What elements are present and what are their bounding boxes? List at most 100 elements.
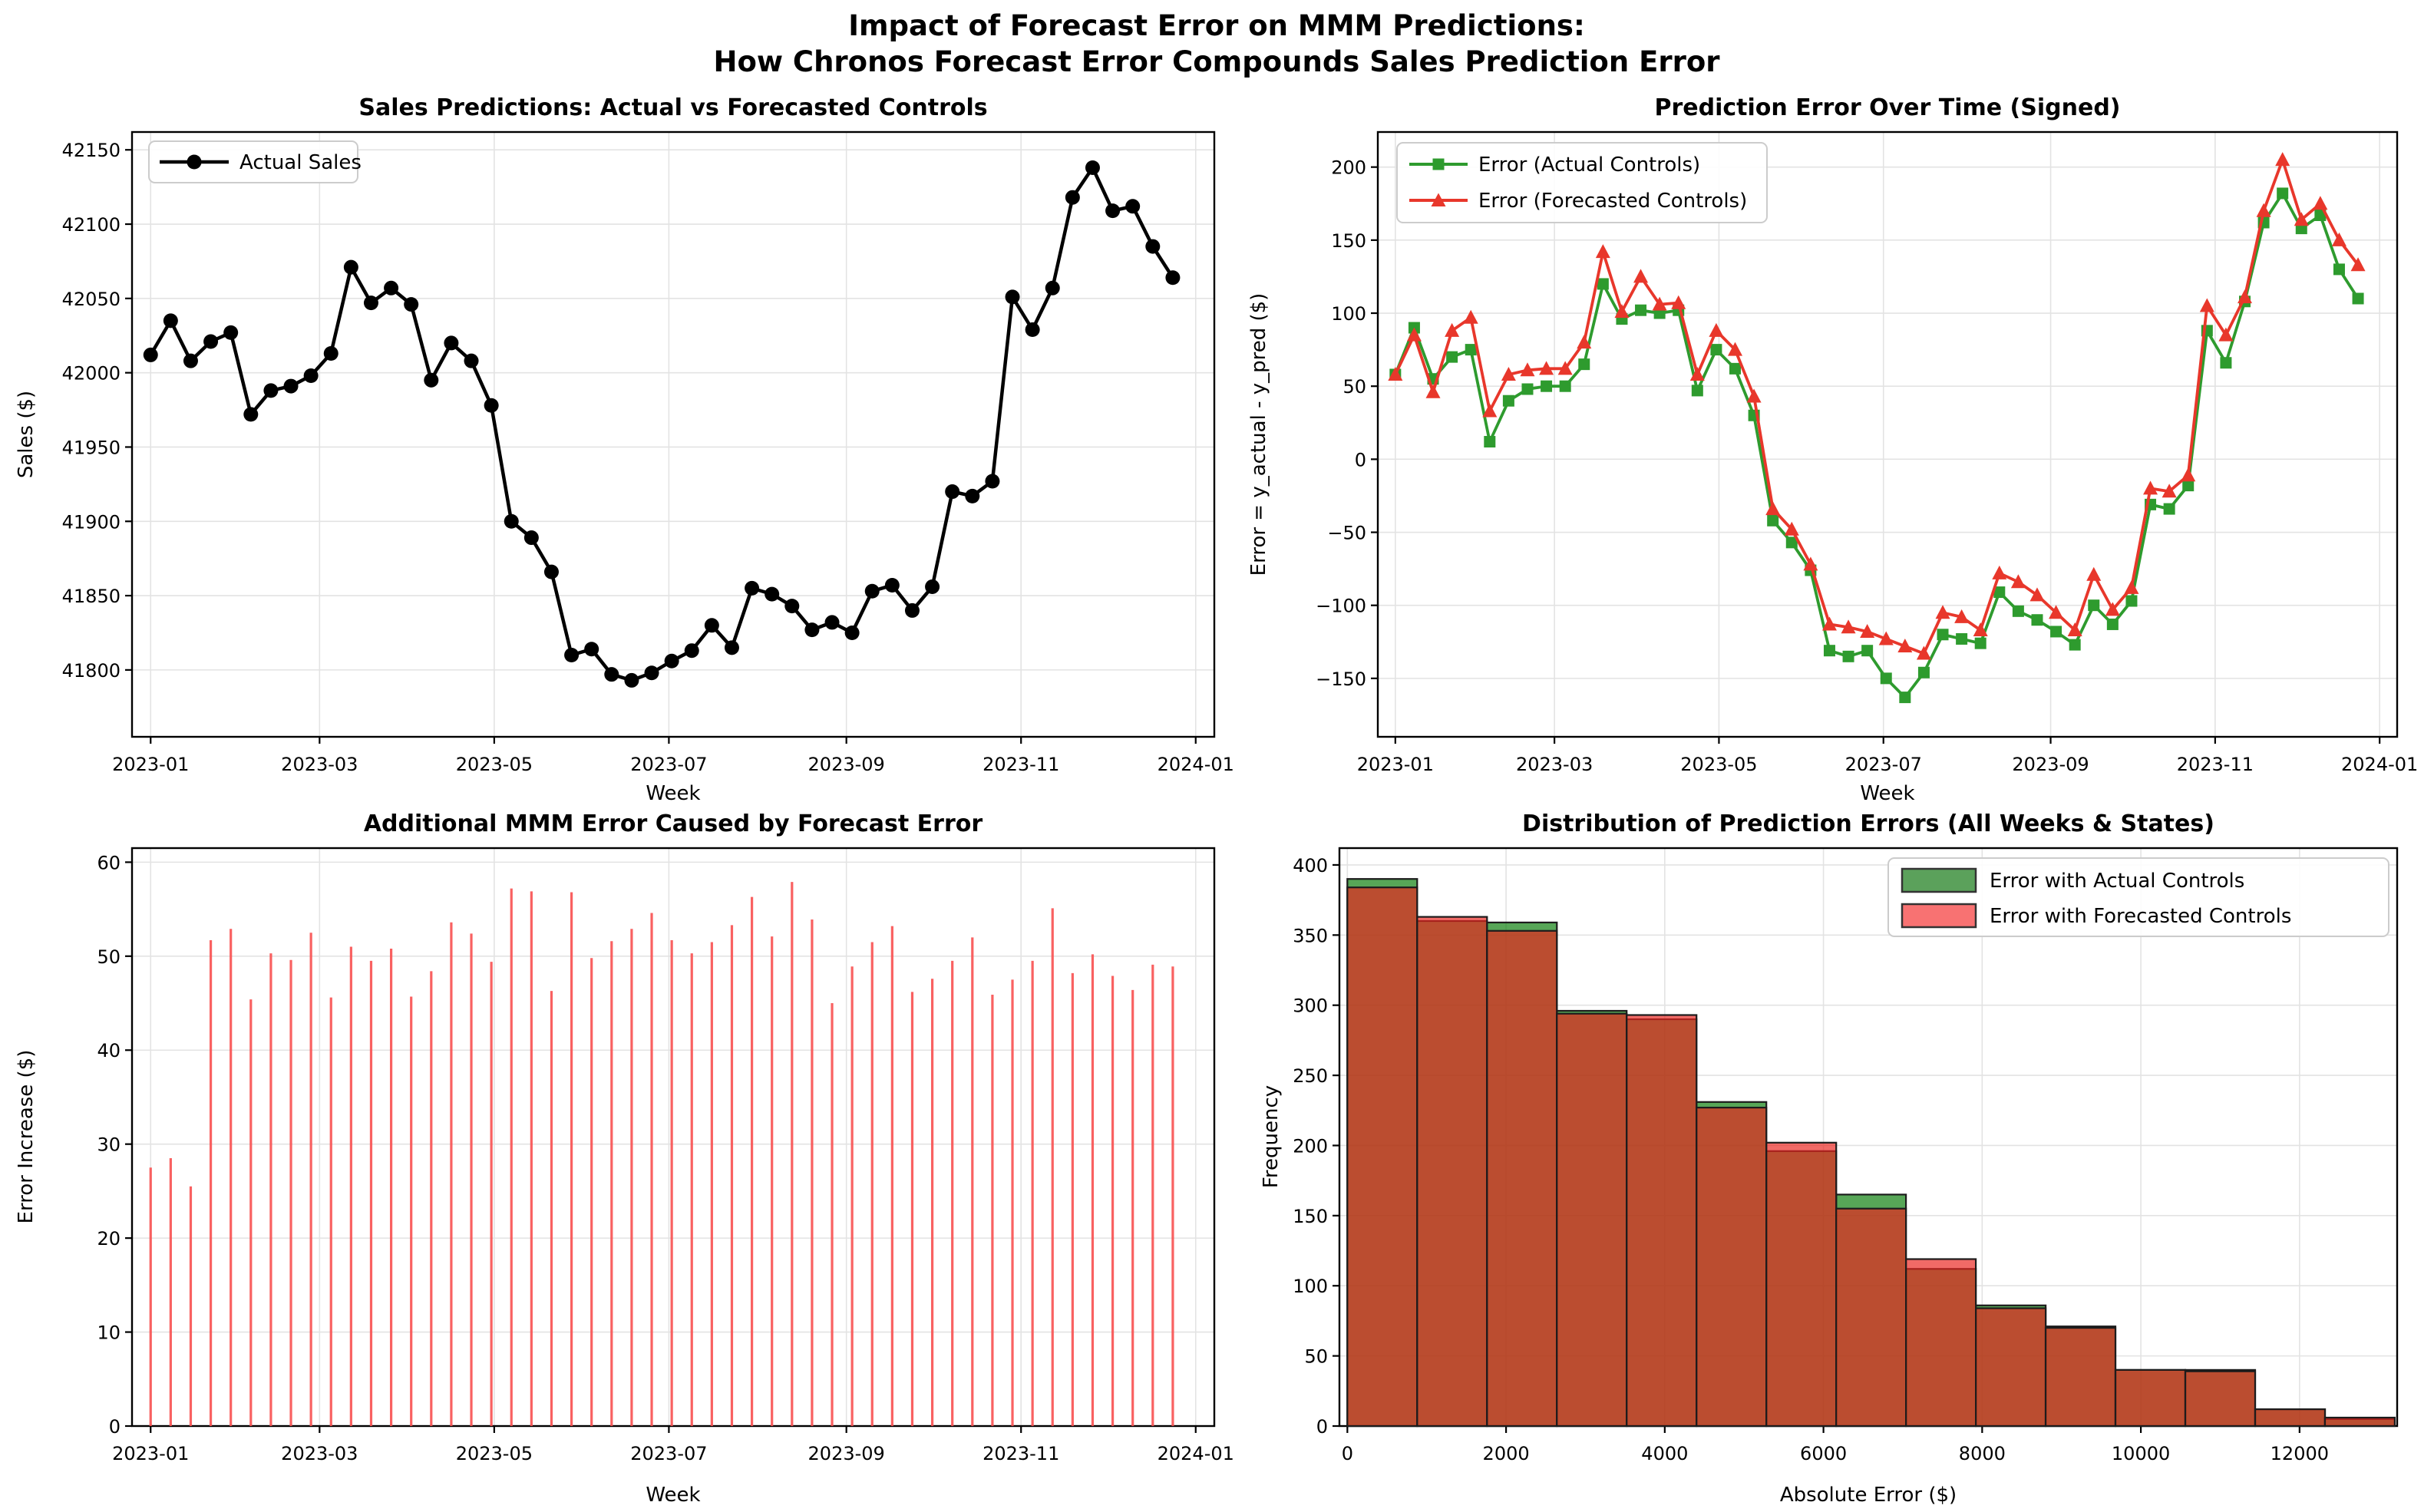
circle-marker-icon (343, 259, 358, 275)
actual-sales-line (148, 166, 1175, 682)
axes-spines (1376, 130, 2399, 738)
circle-marker-icon (1085, 160, 1100, 175)
circle-marker-icon (1105, 203, 1121, 219)
hist-bar (2323, 1416, 2396, 1428)
chart-sales-legend: Actual Sales (148, 140, 362, 183)
triangle-marker-icon (1916, 645, 1931, 660)
circle-marker-icon (704, 618, 719, 633)
square-marker-icon (1729, 362, 1742, 375)
triangle-marker-icon (1425, 384, 1441, 398)
triangle-marker-icon (1463, 309, 1478, 324)
y-tick-label: 100 (1331, 303, 1366, 325)
x-tick-label: 6000 (1800, 1443, 1847, 1464)
error-increase-stems (149, 882, 1174, 1426)
circle-marker-icon (985, 474, 1000, 489)
circle-marker-icon (584, 642, 599, 657)
triangle-marker-icon (1577, 335, 1592, 349)
hist-bar (1975, 1307, 2047, 1428)
triangle-marker-icon (1709, 322, 1724, 337)
y-tick-label: 42150 (62, 140, 121, 161)
y-tick-label: 42100 (62, 214, 121, 236)
square-marker-icon (2352, 292, 2364, 305)
circle-marker-icon (187, 154, 202, 170)
hist-bar (2184, 1370, 2257, 1428)
square-marker-icon (1502, 395, 1514, 407)
x-tick-label: 2023-11 (983, 1443, 1059, 1464)
triangle-marker-icon (2218, 327, 2234, 342)
x-tick-label: 2023-09 (808, 1443, 885, 1464)
y-tick-label: 100 (1293, 1276, 1328, 1297)
triangle-marker-icon (1501, 366, 1516, 381)
square-marker-icon (1597, 278, 1609, 290)
error-actual-controls-line (1393, 192, 2360, 699)
triangle-marker-icon (1633, 269, 1649, 283)
triangle-marker-icon (1954, 609, 1970, 623)
x-tick-label: 2023-01 (112, 754, 189, 775)
square-marker-icon (1823, 645, 1835, 657)
green-swatch-icon (1901, 867, 1977, 893)
legend-label-error-forecasted: Error (Forecasted Controls) (1478, 190, 1747, 213)
x-tick-label: 2023-05 (1680, 754, 1757, 775)
axis-ticks: 2023-01 2023-03 2023-05 2023-07 2023-09 2023-… (1316, 157, 2418, 775)
square-marker-icon (1521, 383, 1534, 395)
y-tick-label: 150 (1331, 230, 1366, 252)
legend-label-actual-sales: Actual Sales (239, 151, 362, 174)
circle-marker-icon (484, 398, 499, 413)
chart-error-increase-plot-area: 2023-01 2023-03 2023-05 2023-07 2023-09 2023-… (97, 847, 1234, 1464)
x-tick-label: 2023-09 (2012, 754, 2089, 775)
square-marker-icon (1767, 514, 1779, 527)
x-tick-label: 2024-01 (1158, 1443, 1234, 1464)
hist-bar (2254, 1408, 2327, 1428)
circle-marker-icon (945, 484, 960, 500)
x-tick-label: 2024-01 (2341, 754, 2418, 775)
triangle-marker-icon (2029, 587, 2045, 602)
circle-marker-icon (504, 513, 519, 529)
grid (132, 132, 1214, 737)
square-marker-icon (1917, 666, 1930, 678)
circle-marker-icon (684, 643, 699, 659)
square-marker-icon (2314, 209, 2327, 221)
circle-marker-icon (844, 625, 860, 640)
triangle-marker-icon (1482, 403, 1498, 418)
y-tick-label: 300 (1293, 995, 1328, 1017)
x-tick-label: 10000 (2112, 1443, 2170, 1464)
y-tick-label: 200 (1331, 157, 1366, 179)
square-marker-icon (1710, 344, 1722, 356)
y-tick-label: 0 (109, 1416, 121, 1438)
chart-error-xlabel: Week (1860, 782, 1914, 805)
figure-suptitle-line1: Impact of Forecast Error on MMM Predicti… (848, 9, 1585, 42)
hist-bar (1696, 1106, 1768, 1428)
error-actual-controls-markers (1389, 187, 2364, 704)
triangle-marker-icon (2105, 602, 2120, 616)
circle-marker-icon (664, 653, 679, 669)
circle-marker-icon (523, 530, 539, 546)
error-with-forecasted-controls-bars (1346, 886, 2396, 1428)
chart-error-ylabel: Error = y_actual - y_pred ($) (1247, 293, 1270, 576)
circle-marker-icon (424, 372, 439, 388)
circle-marker-icon (904, 602, 920, 618)
chart-sales-xlabel: Week (646, 782, 700, 805)
x-tick-label: 2000 (1483, 1443, 1530, 1464)
y-tick-label: 41800 (62, 660, 121, 682)
triangle-marker-icon (2049, 605, 2064, 619)
square-marker-icon (2220, 357, 2232, 369)
y-tick-label: 42000 (62, 363, 121, 385)
triangle-marker-icon (1860, 623, 1875, 638)
circle-marker-icon (283, 378, 299, 394)
x-tick-label: 2023-07 (630, 1443, 707, 1464)
hist-bar (1486, 929, 1558, 1428)
square-marker-icon (1937, 629, 1949, 641)
square-marker-icon (2182, 480, 2195, 492)
axes-spines (130, 847, 1216, 1428)
circle-marker-icon (564, 648, 580, 663)
x-tick-label: 12000 (2271, 1443, 2329, 1464)
y-tick-label: 41950 (62, 437, 121, 458)
square-marker-icon (2106, 618, 2119, 630)
triangle-marker-icon (1539, 361, 1554, 375)
y-tick-label: 0 (1355, 449, 1366, 470)
red-swatch-icon (1901, 903, 1977, 929)
circle-marker-icon (644, 665, 659, 681)
square-marker-icon (1880, 672, 1892, 685)
square-marker-icon (2088, 599, 2100, 612)
